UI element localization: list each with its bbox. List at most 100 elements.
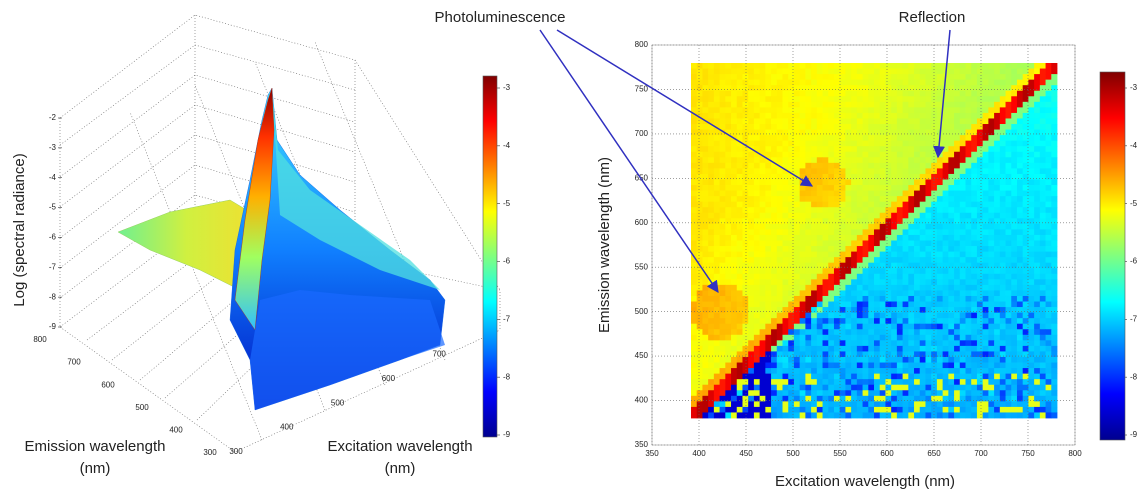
heat-cell — [966, 257, 972, 263]
heat-cell — [1017, 351, 1023, 357]
heat-cell — [977, 174, 983, 180]
heat-cell — [988, 224, 994, 230]
heat-cell — [880, 152, 886, 158]
heat-cell — [920, 141, 926, 147]
heat-cell — [777, 213, 783, 219]
heat-cell — [897, 302, 903, 308]
heat-cell — [954, 390, 960, 396]
heat-cell — [771, 368, 777, 374]
heat-cell — [760, 241, 766, 247]
heat-cell — [966, 63, 972, 69]
heat-cell — [1017, 91, 1023, 97]
heat-cell — [794, 185, 800, 191]
heat-cell — [817, 268, 823, 274]
heat-cell — [777, 174, 783, 180]
heat-cell — [840, 141, 846, 147]
heat-cell — [691, 196, 697, 202]
heat-cell — [1028, 335, 1034, 341]
heat-cell — [971, 401, 977, 407]
heat-cell — [1011, 379, 1017, 385]
heat-cell — [868, 274, 874, 280]
heat-cell — [691, 363, 697, 369]
heat-cell — [720, 118, 726, 124]
heat-cell — [874, 196, 880, 202]
heat-cell — [828, 246, 834, 252]
heat-cell — [754, 246, 760, 252]
heat-cell — [811, 130, 817, 136]
heat-cell — [742, 318, 748, 324]
heat-cell — [800, 407, 806, 413]
heat-cell — [1028, 218, 1034, 224]
heat-cell — [874, 130, 880, 136]
heat-cell — [823, 302, 829, 308]
heat-cell — [811, 351, 817, 357]
heat-cell — [988, 263, 994, 269]
heat-cell — [994, 302, 1000, 308]
heat-cell — [1040, 124, 1046, 130]
heat-cell — [823, 351, 829, 357]
heat-cell — [1046, 118, 1052, 124]
heat-cell — [1028, 324, 1034, 330]
heat-cell — [1017, 207, 1023, 213]
heat-cell — [794, 113, 800, 119]
heat-cell — [845, 346, 851, 352]
heat-cell — [874, 91, 880, 97]
heat-cell — [863, 279, 869, 285]
heat-cell — [885, 274, 891, 280]
heat-cell — [966, 385, 972, 391]
heat-cell — [714, 390, 720, 396]
heat-cell — [777, 74, 783, 80]
heat-cell — [897, 346, 903, 352]
heat-cell — [891, 241, 897, 247]
heat-cell — [908, 218, 914, 224]
heat-cell — [960, 263, 966, 269]
heat-cell — [840, 130, 846, 136]
heat-cell — [1017, 390, 1023, 396]
heat-cell — [863, 351, 869, 357]
heat-cell — [777, 191, 783, 197]
heat-cell — [954, 168, 960, 174]
heat-cell — [874, 229, 880, 235]
heat-cell — [914, 168, 920, 174]
heat-cell — [742, 252, 748, 258]
heat-cell — [702, 130, 708, 136]
heat-cell — [817, 185, 823, 191]
heat-cell — [708, 191, 714, 197]
heat-cell — [708, 351, 714, 357]
heat-cell — [914, 241, 920, 247]
heat-cell — [925, 357, 931, 363]
heat-cell — [800, 385, 806, 391]
heat-cell — [920, 363, 926, 369]
heat-cell — [960, 313, 966, 319]
heat-cell — [783, 235, 789, 241]
heat-cell — [748, 174, 754, 180]
heat-cell — [1028, 296, 1034, 302]
heat-cell — [800, 213, 806, 219]
heat-cell — [720, 146, 726, 152]
heat-cell — [828, 324, 834, 330]
heat-cell — [748, 69, 754, 75]
heat-cell — [977, 191, 983, 197]
heat-cell — [868, 202, 874, 208]
heat-cell — [754, 91, 760, 97]
heat-cell — [794, 274, 800, 280]
heat-cell — [988, 207, 994, 213]
heat-cell — [737, 329, 743, 335]
heat-cell — [908, 235, 914, 241]
heat-cell — [1051, 207, 1057, 213]
heat-cell — [783, 124, 789, 130]
heat-cell — [1028, 163, 1034, 169]
heat-cell — [948, 157, 954, 163]
heat-cell — [891, 357, 897, 363]
heat-cell — [943, 85, 949, 91]
heat-cell — [840, 385, 846, 391]
heat-cell — [691, 191, 697, 197]
excitation-tick-label: 700 — [433, 350, 447, 359]
heat-cell — [788, 329, 794, 335]
heat-cell — [960, 218, 966, 224]
heat-cell — [1028, 174, 1034, 180]
heat-cell — [771, 213, 777, 219]
heat-cell — [794, 401, 800, 407]
heat-cell — [1011, 102, 1017, 108]
heat-cell — [994, 307, 1000, 313]
